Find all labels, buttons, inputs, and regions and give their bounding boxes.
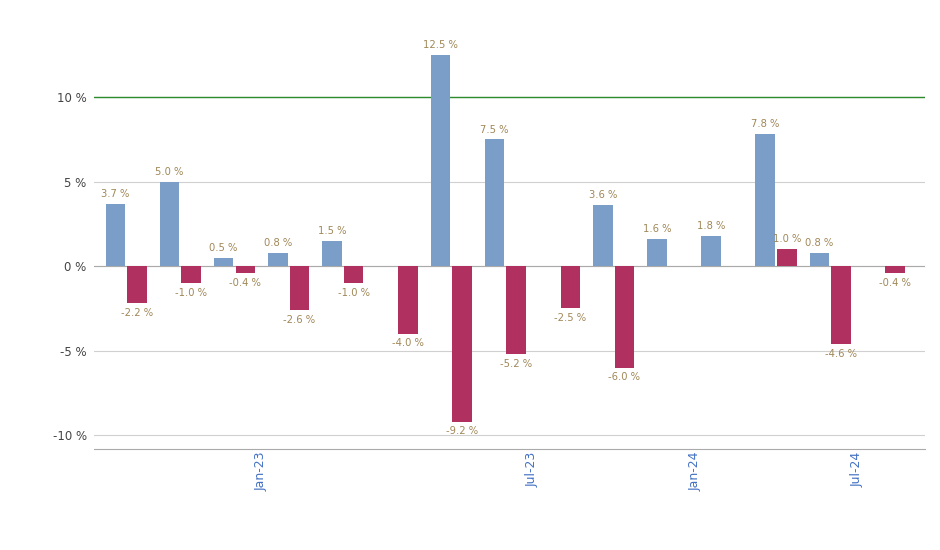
Bar bbox=[236, 266, 255, 273]
Text: 7.5 %: 7.5 % bbox=[480, 124, 509, 135]
Bar bbox=[127, 266, 147, 303]
Bar bbox=[701, 235, 721, 266]
Text: -1.0 %: -1.0 % bbox=[337, 288, 369, 298]
Text: 0.5 %: 0.5 % bbox=[210, 243, 238, 253]
Bar bbox=[885, 266, 905, 273]
Bar bbox=[756, 134, 775, 266]
Text: -4.6 %: -4.6 % bbox=[825, 349, 857, 359]
Bar bbox=[268, 252, 288, 266]
Bar bbox=[181, 266, 201, 283]
Text: -0.4 %: -0.4 % bbox=[879, 278, 911, 288]
Text: -2.5 %: -2.5 % bbox=[555, 313, 587, 323]
Bar bbox=[398, 266, 417, 334]
Bar bbox=[593, 205, 613, 266]
Text: 7.8 %: 7.8 % bbox=[751, 119, 779, 129]
Text: 0.8 %: 0.8 % bbox=[806, 238, 834, 248]
Text: -6.0 %: -6.0 % bbox=[608, 372, 640, 382]
Bar bbox=[214, 257, 233, 266]
Text: -1.0 %: -1.0 % bbox=[175, 288, 207, 298]
Bar bbox=[560, 266, 580, 309]
Text: -4.0 %: -4.0 % bbox=[392, 338, 424, 349]
Bar bbox=[105, 204, 125, 266]
Bar bbox=[777, 249, 796, 266]
Bar bbox=[615, 266, 634, 367]
Bar bbox=[809, 252, 829, 266]
Text: 1.0 %: 1.0 % bbox=[773, 234, 801, 244]
Bar bbox=[452, 266, 472, 422]
Bar bbox=[431, 55, 450, 266]
Text: 12.5 %: 12.5 % bbox=[423, 40, 458, 50]
Text: 3.7 %: 3.7 % bbox=[102, 189, 130, 199]
Bar bbox=[647, 239, 666, 266]
Text: -0.4 %: -0.4 % bbox=[229, 278, 261, 288]
Bar bbox=[160, 182, 180, 266]
Text: 5.0 %: 5.0 % bbox=[155, 167, 183, 177]
Text: 3.6 %: 3.6 % bbox=[588, 190, 617, 201]
Text: 1.5 %: 1.5 % bbox=[318, 226, 346, 236]
Bar bbox=[322, 241, 342, 266]
Text: -2.6 %: -2.6 % bbox=[283, 315, 316, 325]
Text: 0.8 %: 0.8 % bbox=[264, 238, 292, 248]
Text: 1.8 %: 1.8 % bbox=[697, 221, 726, 231]
Bar bbox=[290, 266, 309, 310]
Text: -9.2 %: -9.2 % bbox=[446, 426, 478, 436]
Text: 1.6 %: 1.6 % bbox=[643, 224, 671, 234]
Text: -2.2 %: -2.2 % bbox=[121, 308, 153, 318]
Text: -5.2 %: -5.2 % bbox=[500, 359, 532, 369]
Bar bbox=[507, 266, 525, 354]
Bar bbox=[344, 266, 364, 283]
Bar bbox=[485, 139, 504, 266]
Bar bbox=[831, 266, 851, 344]
